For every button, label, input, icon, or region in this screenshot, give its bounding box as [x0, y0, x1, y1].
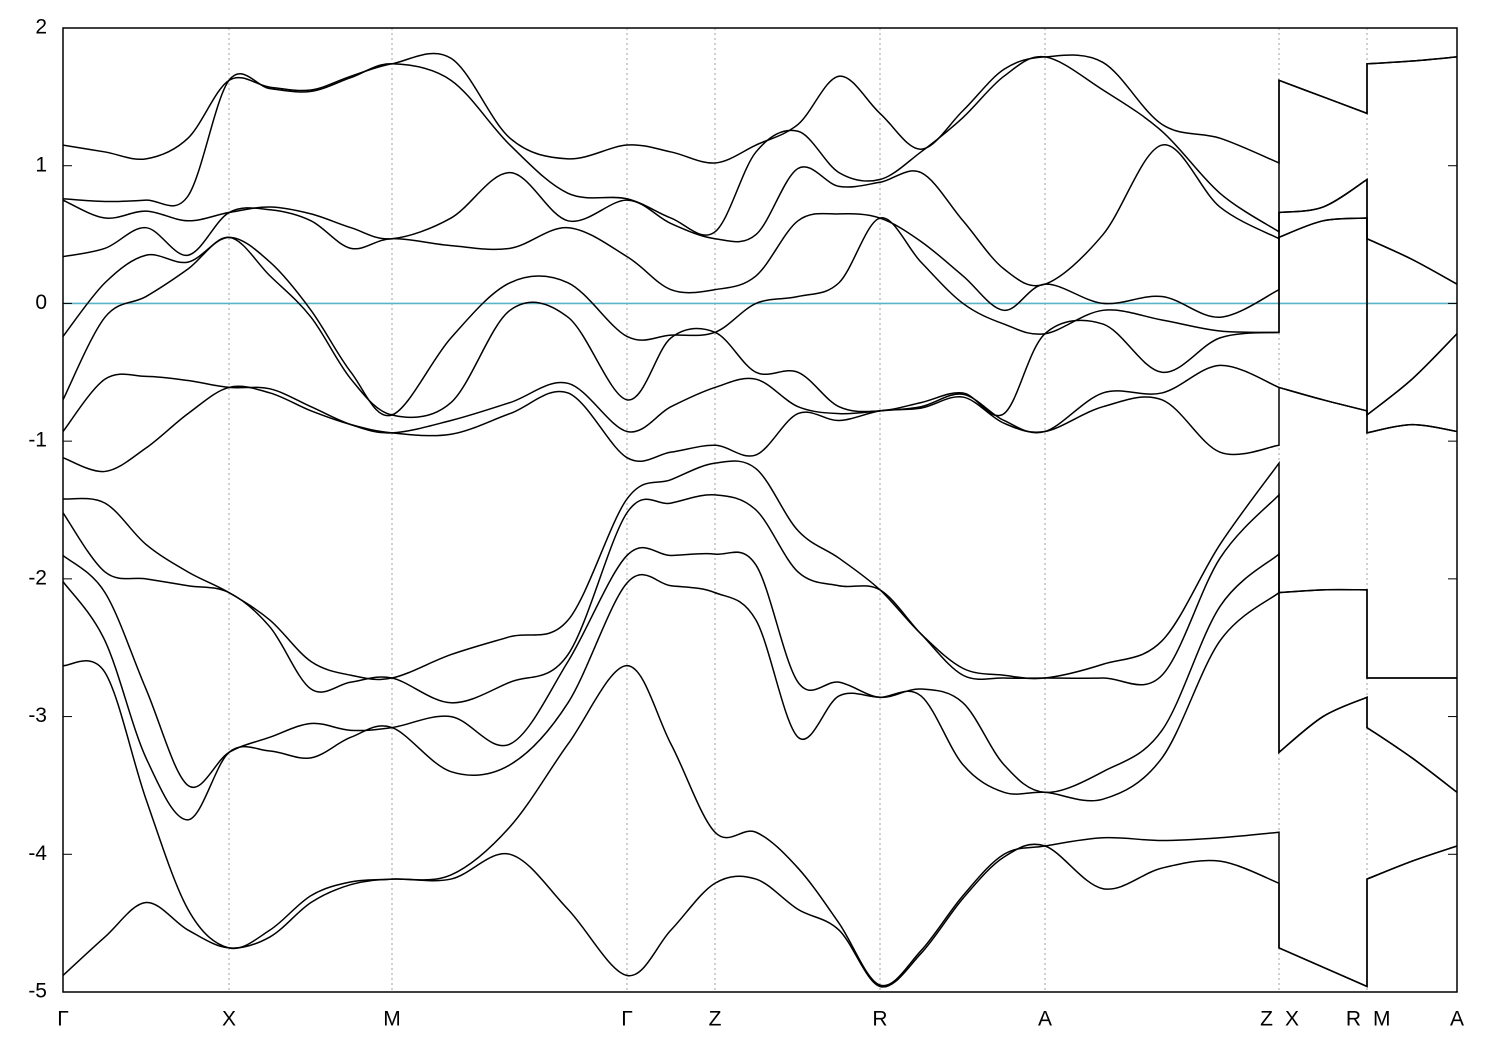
x-tick-label: Z — [709, 1008, 722, 1031]
x-tick-label: M — [383, 1008, 401, 1031]
band-line — [63, 55, 1457, 236]
y-tick-label: -3 — [28, 704, 47, 727]
x-tick-label: R — [872, 1008, 887, 1031]
band-line — [63, 843, 1457, 988]
y-tick-label: -2 — [28, 566, 47, 589]
band-line — [63, 385, 1457, 473]
bands — [63, 52, 1457, 988]
plot-frame — [62, 27, 1458, 993]
x-tick-label: Z — [1260, 1008, 1273, 1031]
x-tick-label: X — [222, 1008, 236, 1031]
band-line — [63, 217, 1457, 419]
band-line — [63, 52, 1457, 165]
x-tick-label: M — [1373, 1008, 1391, 1031]
x-tick-label: Γ — [621, 1008, 633, 1031]
y-tick-label: 0 — [35, 291, 47, 314]
y-tick-label: -1 — [28, 429, 47, 452]
band-line — [63, 460, 1457, 681]
band-line — [63, 573, 1457, 821]
band-line — [63, 178, 1457, 318]
band-line — [63, 144, 1457, 287]
y-tick-label: -4 — [28, 842, 47, 865]
x-tick-label: A — [1038, 1008, 1052, 1031]
y-tick-label: 1 — [35, 153, 47, 176]
band-line — [63, 217, 1457, 417]
band-line — [63, 660, 1457, 988]
y-tick-label: -5 — [28, 980, 47, 1003]
x-tick-label: A — [1450, 1008, 1464, 1031]
y-tick-label: 2 — [35, 16, 47, 39]
band-line — [63, 546, 1457, 794]
band-line — [63, 364, 1457, 434]
x-tick-label: Γ — [57, 1008, 69, 1031]
x-tick-label: X — [1285, 1008, 1299, 1031]
band-line — [63, 492, 1457, 704]
x-tick-label: R — [1346, 1008, 1361, 1031]
